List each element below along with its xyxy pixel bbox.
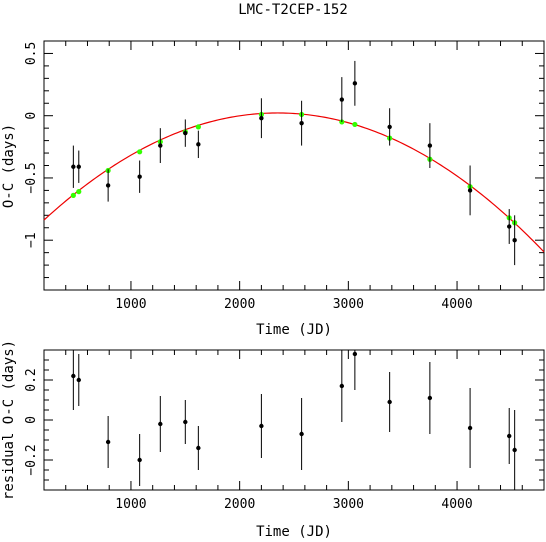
fit-curve-line [43,112,545,253]
data-point [352,351,358,357]
data-point [76,377,81,383]
residual-y-tick-labels: −0.2 0 0.2 [24,368,39,475]
x-tick-label: 2000 [224,297,255,312]
data-point [512,238,517,243]
data-point [507,433,512,439]
data-point [137,457,142,463]
data-point [467,425,473,431]
x-tick-label: 4000 [441,497,472,512]
y-tick-label: −1 [24,232,39,248]
data-point [158,143,163,148]
residual-plot-frame [43,349,545,491]
y-tick-label: 0.5 [24,42,39,65]
residual-x-tick-labels: 1000 2000 3000 4000 [115,497,472,512]
data-point [105,439,111,445]
data-point [137,174,142,179]
data-point [259,115,264,121]
oc-panel: −1 −0.5 0 0.5 1000 2000 3000 4000 Time (JD) O-… [1,40,545,338]
model-point [70,192,76,198]
x-tick-label: 1000 [115,497,146,512]
residual-x-axis-label: Time (JD) [256,524,332,540]
data-point [352,81,358,86]
data-point [339,97,345,102]
y-tick-label: 0 [24,112,39,120]
chart-title: LMC-T2CEP-152 [238,2,348,18]
residual-y-axis-label: residual O-C (days) [1,340,17,500]
model-point [195,124,201,130]
y-tick-label: 0 [24,416,39,424]
observations [71,60,517,266]
data-point [183,419,188,425]
data-point [299,120,304,126]
data-point [387,399,392,405]
data-point [427,143,433,148]
data-point [71,373,76,379]
data-point [512,447,517,453]
oc-x-axis-label: Time (JD) [256,322,332,338]
data-point [467,188,473,193]
data-point [158,421,163,427]
residuals [71,350,517,490]
oc-y-tick-labels: −1 −0.5 0 0.5 [24,42,39,248]
data-point [339,383,345,389]
data-point [196,142,201,147]
fit-curve [43,112,545,253]
data-point [387,124,392,130]
data-point [196,445,201,451]
data-point [76,164,81,169]
x-tick-label: 1000 [115,297,146,312]
model-point [137,149,143,155]
y-tick-label: −0.2 [24,444,39,475]
oc-y-axis-label: O-C (days) [1,124,17,208]
data-point [507,224,512,229]
x-tick-label: 2000 [224,497,255,512]
x-tick-label: 3000 [333,497,364,512]
residual-panel: −0.2 0 0.2 1000 2000 3000 4000 Time (JD) resi… [1,340,545,540]
y-tick-label: −0.5 [24,162,39,193]
model-points [70,111,518,226]
oc-plot-frame [43,40,545,291]
data-point [259,423,264,429]
data-point [105,183,111,188]
model-point [76,189,82,195]
x-tick-label: 3000 [333,297,364,312]
data-point [183,130,188,136]
y-tick-label: 0.2 [24,368,39,391]
oc-axis-ticks [44,41,545,290]
data-point [299,431,304,437]
data-point [427,395,433,401]
x-tick-label: 4000 [441,297,472,312]
oc-x-tick-labels: 1000 2000 3000 4000 [115,297,472,312]
residual-axis-ticks [44,350,545,490]
model-point [352,121,358,128]
data-point [71,164,76,169]
